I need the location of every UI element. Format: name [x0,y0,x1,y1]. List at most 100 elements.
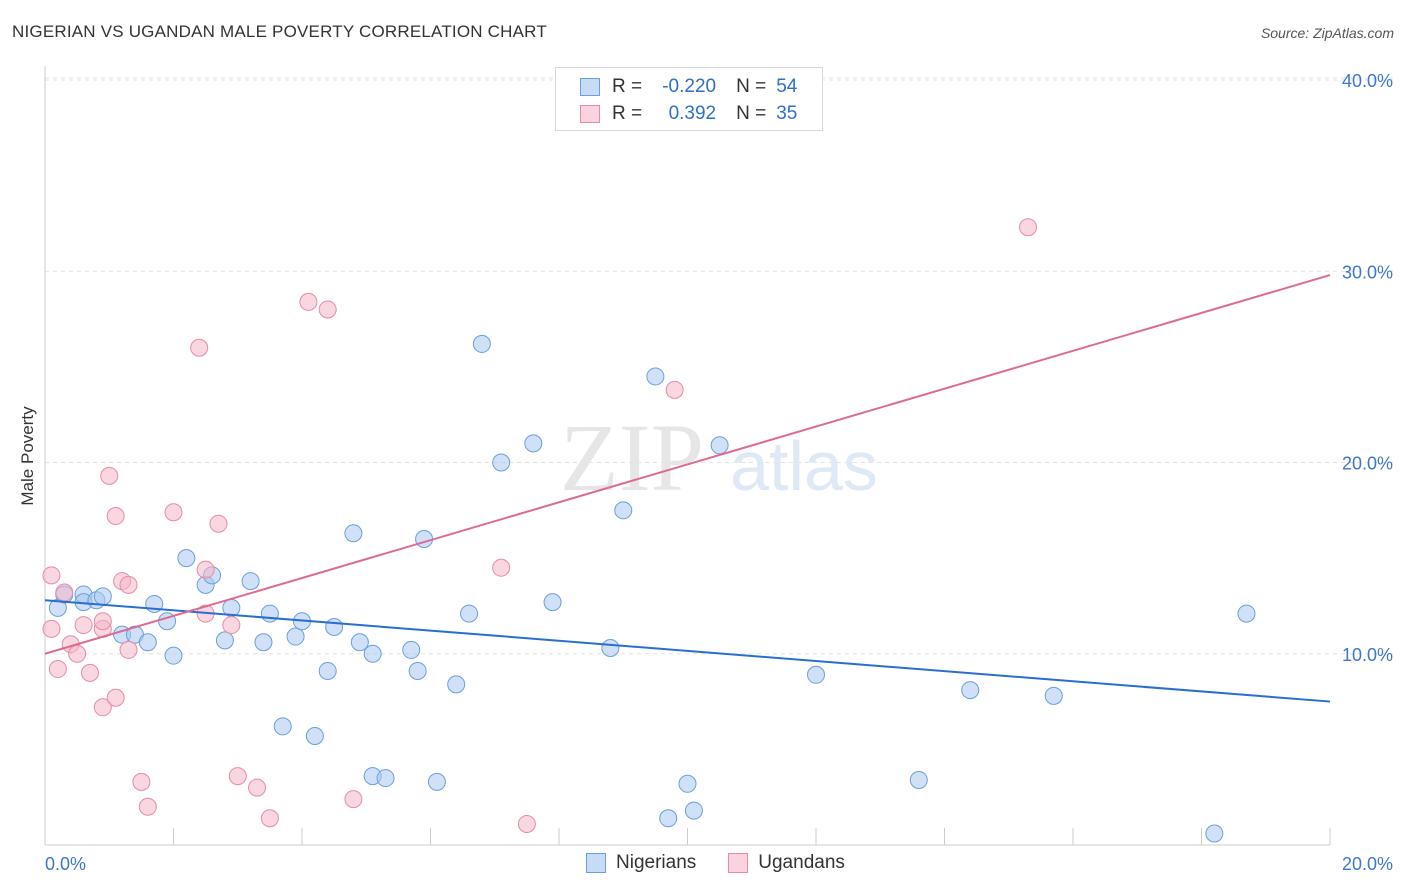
ugandans-point [248,778,267,797]
ugandans-point [68,644,87,663]
ugandans-point [665,380,684,399]
ugandans-point [48,660,67,679]
ugandans-point [164,503,183,522]
ugandans-point [344,790,363,809]
nigerians-point [138,633,157,652]
nigerians-point [286,627,305,646]
nigerians-point [215,631,234,650]
source-label: Source: ZipAtlas.com [1260,25,1394,41]
ugandans-point [93,612,112,631]
ugandans-trend-line [44,274,1331,655]
r-label: R = [612,103,643,124]
nigerians-point [524,434,543,453]
nigerians-point [273,717,292,736]
nigerians-point [1237,604,1256,623]
nigerians-point [646,367,665,386]
ugandans-point [74,616,93,635]
ugandans-point [318,300,337,319]
ugandans-point [228,767,247,786]
watermark-atlas: atlas [730,427,878,505]
ugandans-point [119,640,138,659]
ugandans-point [492,558,511,577]
nigerians-point [305,726,324,745]
nigerians-point [254,633,273,652]
legend-item-ugandans[interactable]: Ugandans [728,852,845,874]
stats-legend: R = -0.220 N = 54 R = 0.392 N = 35 [555,67,823,131]
watermark-zip: ZIP [560,404,704,511]
stats-row-ugandans: R = 0.392 N = 35 [580,102,797,126]
ugandans-point [93,698,112,717]
y-tick-label: 30.0% [1342,262,1393,282]
ugandans-point [222,616,241,635]
ugandans-point [517,814,536,833]
ugandans-swatch [580,105,600,123]
nigerians-point [376,769,395,788]
ugandans-point [42,619,61,638]
nigerians-point [177,549,196,568]
nigerians-point [408,661,427,680]
nigerians-point [684,801,703,820]
ugandans-point [299,292,318,311]
ugandans-point [106,507,125,526]
nigerians-point [909,770,928,789]
ugandans-point [42,566,61,585]
nigerians-point [807,665,825,684]
ugandans-legend-swatch [728,853,749,873]
y-tick-label: 10.0% [1342,645,1393,665]
nigerians-point [492,453,511,472]
series-legend: Nigerians Ugandans [586,852,877,874]
nigerians-point [543,593,562,612]
nigerians-point [427,772,446,791]
legend-label-nigerians: Nigerians [616,852,697,873]
r-value: 0.392 [668,103,717,124]
grid-lines [45,77,1393,655]
y-axis-label: Male Poverty [18,406,37,506]
r-label: R = [612,76,643,97]
ugandans-point [100,466,119,485]
nigerians-point [460,604,479,623]
ugandans-point [138,797,157,816]
nigerians-point [601,639,620,658]
nigerians-point [614,501,633,520]
nigerians-point [415,530,434,548]
ugandans-point [119,575,138,594]
nigerians-point [710,436,729,455]
nigerians-trend-line [44,599,1331,703]
stats-row-nigerians: R = -0.220 N = 54 [580,75,797,99]
nigerians-point [350,633,369,652]
nigerians-point [325,617,344,636]
nigerians-point [260,604,279,623]
ugandans-point [209,514,228,533]
nigerians-point [961,681,980,700]
nigerians-point [318,661,337,680]
nigerians-point [164,646,183,665]
r-value: -0.220 [662,76,717,97]
n-label: N = [736,76,767,97]
ugandans-point [196,560,215,579]
nigerians-point [1044,686,1063,705]
nigerians-point [678,774,697,793]
ugandans-point [260,809,279,828]
ugandans-point [190,338,209,357]
legend-item-nigerians[interactable]: Nigerians [586,852,696,874]
nigerians-point [1205,824,1224,843]
tick-labels: 10.0% 20.0% 30.0% 40.0% 0.0% 20.0% [45,71,1393,874]
legend-label-ugandans: Ugandans [758,852,845,873]
nigerians-point [363,644,382,663]
trend-lines [44,274,1331,703]
ugandans-point [106,688,125,707]
nigerians-point [402,640,421,659]
nigerians-legend-swatch [586,853,606,873]
nigerians-point [659,809,678,828]
nigerians-point [241,572,260,591]
nigerians-point [447,675,466,694]
ugandans-point [132,772,151,791]
data-points [42,218,1256,843]
nigerians-swatch [580,78,600,96]
ugandans-point [80,663,99,682]
x-tick-label: 20.0% [1342,854,1393,874]
n-value: 54 [776,76,798,97]
ugandans-point [1019,218,1038,237]
y-tick-label: 20.0% [1342,454,1393,474]
